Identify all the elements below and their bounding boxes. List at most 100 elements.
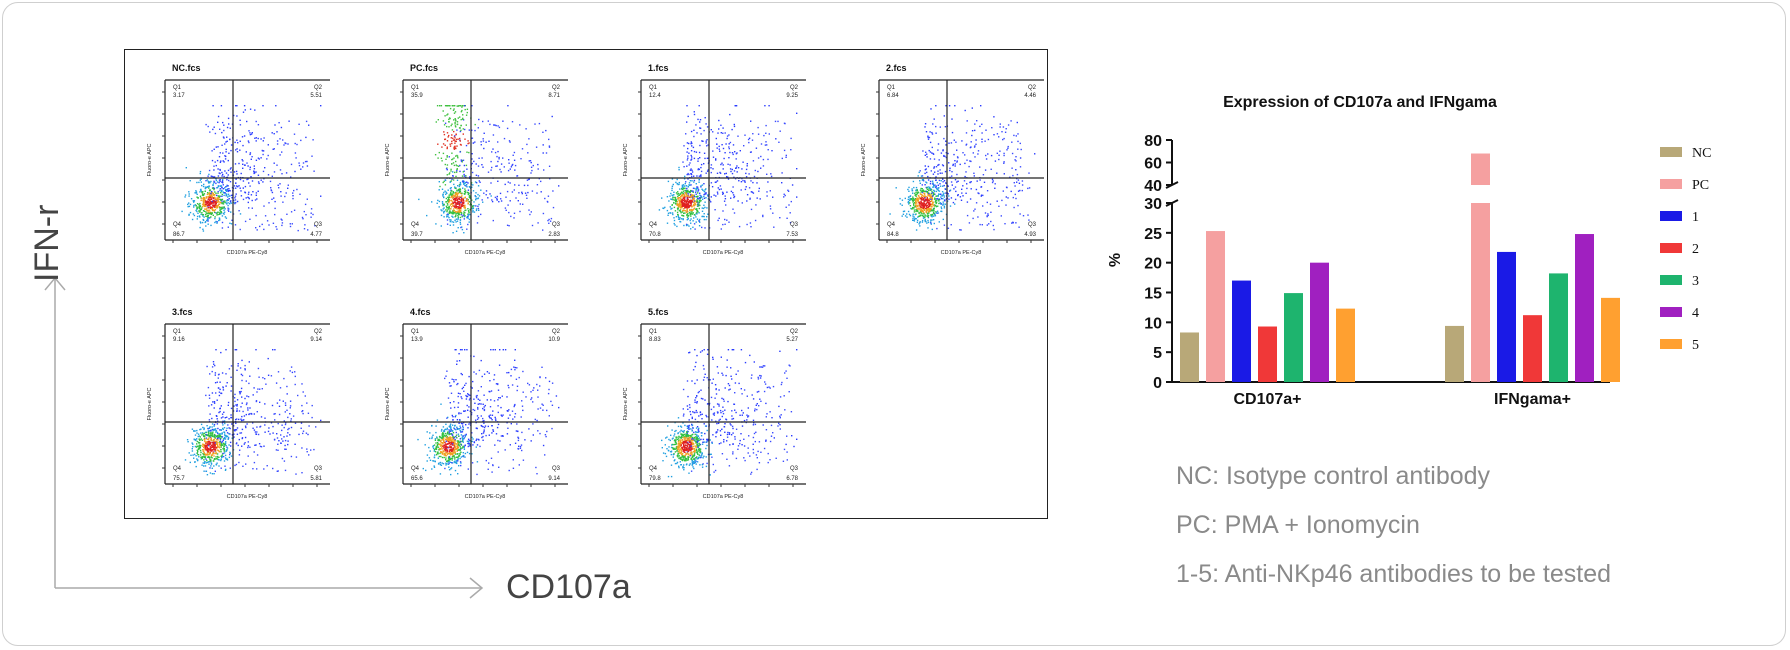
quadrant-label: Q4: [887, 222, 896, 228]
y-tick-label: 0: [1153, 375, 1162, 392]
flow-plot: 5.fcs Q1 8.83 Q2 5.27 Q4 79.8 Q3 6.78 Fluoro-e AP…: [623, 307, 806, 500]
axis-arrows: [44, 276, 66, 588]
quadrant-label: Q2: [790, 329, 799, 335]
flow-y-axis-label: Fluoro-e APC: [623, 387, 629, 420]
quadrant-label: Q2: [552, 85, 561, 91]
quadrant-label: Q2: [1028, 85, 1037, 91]
quadrant-value: 4.93: [1024, 232, 1036, 238]
flow-plots-svg: NC.fcs Q1 3.17 Q2 5.51 Q4 86.7 Q3 4.77 Fluoro-e A…: [147, 63, 1044, 500]
bar: [1601, 297, 1620, 382]
bar: [1258, 326, 1277, 382]
quadrant-value: 12.4: [649, 93, 661, 99]
flow-plot-title: NC.fcs: [172, 63, 201, 73]
flow-plot: 4.fcs Q1 13.9 Q2 10.9 Q4 65.6 Q3 9.14 Fluoro-e AP…: [385, 307, 568, 500]
bar-upper: [1471, 153, 1490, 185]
flow-dots: [661, 349, 798, 478]
flow-x-axis-label: CD107a PE-Cy8: [941, 250, 982, 256]
quadrant-label: Q1: [411, 329, 420, 335]
flow-plot: 3.fcs Q1 9.16 Q2 9.14 Q4 75.7 Q3 5.81 Fluoro-e AP…: [147, 307, 330, 500]
flow-x-axis-label: CD107a PE-Cy8: [703, 494, 744, 500]
bar: [1206, 231, 1225, 382]
quadrant-label: Q3: [552, 222, 561, 228]
quadrant-value: 6.84: [887, 93, 899, 99]
quadrant-label: Q1: [649, 329, 658, 335]
bar: [1575, 234, 1594, 382]
legend-label: PC: [1692, 178, 1709, 193]
flow-plot-title: 2.fcs: [886, 63, 907, 73]
x-tick-label: IFNgama+: [1494, 391, 1571, 408]
y-axis-title: %: [1107, 253, 1124, 267]
flow-x-axis-label: CD107a PE-Cy8: [227, 250, 268, 256]
quadrant-label: Q3: [790, 222, 799, 228]
y-arrow-label: IFN-r: [28, 204, 66, 282]
y-tick-label: 60: [1144, 156, 1162, 173]
quadrant-label: Q2: [790, 85, 799, 91]
quadrant-label: Q3: [552, 466, 561, 472]
bar: [1523, 315, 1542, 382]
quadrant-value: 7.53: [786, 232, 798, 238]
note-nc: NC: Isotype control antibody: [1176, 462, 1491, 490]
y-tick-label: 25: [1144, 226, 1162, 243]
quadrant-value: 10.9: [548, 337, 560, 343]
flow-x-axis-label: CD107a PE-Cy8: [465, 494, 506, 500]
note-tested: 1-5: Anti-NKp46 antibodies to be tested: [1176, 560, 1612, 588]
flow-y-axis-label: Fluoro-e APC: [385, 387, 391, 420]
quadrant-label: Q3: [790, 466, 799, 472]
quadrant-value: 4.46: [1024, 93, 1036, 99]
quadrant-label: Q4: [649, 466, 658, 472]
y-tick-label: 80: [1144, 133, 1162, 150]
y-tick-label: 15: [1144, 286, 1162, 303]
legend-label: NC: [1692, 146, 1711, 161]
flow-plot-title: 5.fcs: [648, 307, 669, 317]
flow-dots: [181, 105, 322, 232]
flow-plot: 2.fcs Q1 6.84 Q2 4.46 Q4 84.8 Q3 4.93 Fluoro-e AP…: [861, 63, 1044, 256]
x-arrow-label: CD107a: [506, 568, 631, 606]
flow-y-axis-label: Fluoro-e APC: [385, 143, 391, 176]
flow-x-axis-label: CD107a PE-Cy8: [227, 494, 268, 500]
flow-y-axis-label: Fluoro-e APC: [147, 387, 153, 420]
legend-swatch: [1660, 179, 1682, 189]
quadrant-value: 39.7: [411, 232, 423, 238]
quadrant-label: Q4: [173, 222, 182, 228]
bar: [1497, 251, 1516, 382]
quadrant-value: 13.9: [411, 337, 423, 343]
flow-plot-title: 3.fcs: [172, 307, 193, 317]
quadrant-label: Q1: [887, 85, 896, 91]
quadrant-value: 9.25: [786, 93, 798, 99]
flow-plot: PC.fcs Q1 35.9 Q2 8.71 Q4 39.7 Q3 2.83 Fluoro-e A…: [385, 63, 568, 256]
quadrant-value: 65.6: [411, 476, 423, 482]
quadrant-label: Q1: [649, 85, 658, 91]
quadrant-label: Q1: [411, 85, 420, 91]
y-tick-label: 30: [1144, 196, 1162, 213]
chart-title: Expression of CD107a and IFNgama: [1223, 94, 1497, 111]
quadrant-value: 5.81: [310, 476, 322, 482]
quadrant-value: 4.77: [310, 232, 322, 238]
bar: [1471, 203, 1490, 382]
quadrant-value: 86.7: [173, 232, 185, 238]
y-tick-label: 5: [1153, 345, 1162, 362]
quadrant-value: 9.14: [310, 337, 322, 343]
quadrant-value: 35.9: [411, 93, 423, 99]
flow-plot-title: 1.fcs: [648, 63, 669, 73]
quadrant-value: 84.8: [887, 232, 899, 238]
flow-dots: [417, 349, 560, 476]
bar: [1336, 308, 1355, 382]
legend-swatch: [1660, 339, 1682, 349]
legend-label: 2: [1692, 242, 1699, 257]
x-axis-arrow: [55, 577, 484, 599]
flow-plot: NC.fcs Q1 3.17 Q2 5.51 Q4 86.7 Q3 4.77 Fluoro-e A…: [147, 63, 330, 256]
bar-chart: Expression of CD107a and IFNgama05101520…: [1107, 94, 1711, 408]
flow-dots: [658, 105, 798, 230]
quadrant-label: Q2: [314, 329, 323, 335]
quadrant-value: 3.17: [173, 93, 185, 99]
quadrant-label: Q1: [173, 85, 182, 91]
legend-notes: NC: Isotype control antibody PC: PMA + I…: [1176, 452, 1611, 599]
quadrant-value: 8.83: [649, 337, 661, 343]
legend-label: 1: [1692, 210, 1699, 225]
quadrant-value: 2.83: [548, 232, 560, 238]
quadrant-value: 9.16: [173, 337, 185, 343]
quadrant-value: 5.27: [786, 337, 798, 343]
y-tick-label: 40: [1144, 178, 1162, 195]
quadrant-label: Q4: [649, 222, 658, 228]
bar: [1445, 325, 1464, 382]
